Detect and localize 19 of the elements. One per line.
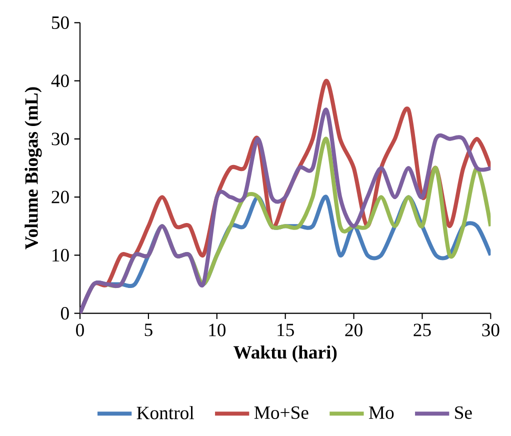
x-tick-label: 0	[76, 324, 84, 336]
y-tick-label: 10	[52, 248, 69, 262]
y-tick-label: 40	[51, 74, 69, 88]
y-tick-label: 30	[52, 132, 69, 146]
x-tick-label: 15	[278, 324, 294, 336]
x-tick-label: 5	[144, 324, 152, 336]
x-tick-label: 30	[482, 324, 500, 336]
legend-label: Mo	[368, 406, 394, 419]
y-tick-label: 0	[60, 307, 69, 320]
y-tick-label: 20	[52, 190, 69, 204]
x-tick-label: 25	[414, 324, 431, 336]
legend-label: Se	[455, 406, 472, 419]
x-axis-title: Waktu (hari)	[233, 345, 337, 362]
y-axis-title: Volume Biogas (mL)	[24, 87, 42, 250]
legend-label: Mo+Se	[254, 406, 308, 419]
x-tick-label: 10	[209, 324, 226, 336]
x-tick-label: 20	[345, 324, 362, 336]
legend-label: Kontrol	[136, 406, 194, 420]
y-tick-label: 50	[52, 16, 69, 29]
